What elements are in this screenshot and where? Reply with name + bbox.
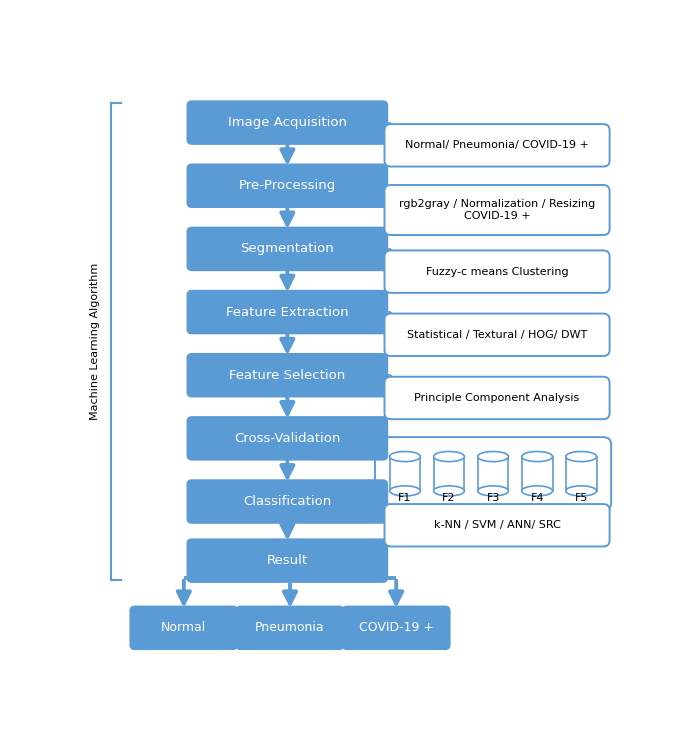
- Text: Pre-Processing: Pre-Processing: [239, 180, 336, 192]
- Ellipse shape: [434, 486, 464, 496]
- Text: Principle Component Analysis: Principle Component Analysis: [414, 393, 580, 403]
- Ellipse shape: [390, 486, 421, 496]
- Text: Fuzzy-c means Clustering: Fuzzy-c means Clustering: [426, 266, 569, 277]
- Text: Normal/ Pneumonia/ COVID-19 +: Normal/ Pneumonia/ COVID-19 +: [405, 141, 589, 150]
- Text: Feature Selection: Feature Selection: [229, 369, 345, 381]
- Ellipse shape: [566, 452, 597, 462]
- FancyBboxPatch shape: [384, 377, 610, 419]
- Ellipse shape: [477, 452, 508, 462]
- Text: Normal: Normal: [161, 622, 206, 634]
- Text: F2: F2: [443, 494, 456, 503]
- FancyBboxPatch shape: [384, 251, 610, 293]
- FancyBboxPatch shape: [188, 417, 387, 459]
- Text: rgb2gray / Normalization / Resizing
COVID-19 +: rgb2gray / Normalization / Resizing COVI…: [399, 199, 595, 221]
- FancyBboxPatch shape: [188, 480, 387, 523]
- FancyBboxPatch shape: [384, 124, 610, 167]
- Text: Classification: Classification: [243, 495, 332, 508]
- Text: k-NN / SVM / ANN/ SRC: k-NN / SVM / ANN/ SRC: [434, 521, 560, 530]
- FancyBboxPatch shape: [384, 313, 610, 356]
- Ellipse shape: [566, 486, 597, 496]
- FancyBboxPatch shape: [375, 437, 611, 510]
- Text: F1: F1: [398, 494, 412, 503]
- Text: Image Acquisition: Image Acquisition: [228, 116, 347, 129]
- Text: F4: F4: [530, 494, 544, 503]
- FancyBboxPatch shape: [188, 102, 387, 144]
- Text: COVID-19 +: COVID-19 +: [359, 622, 434, 634]
- Ellipse shape: [434, 452, 464, 462]
- FancyBboxPatch shape: [384, 185, 610, 235]
- Text: Segmentation: Segmentation: [240, 242, 334, 255]
- Ellipse shape: [522, 486, 553, 496]
- FancyBboxPatch shape: [130, 607, 237, 649]
- Text: F3: F3: [486, 494, 500, 503]
- Text: Feature Extraction: Feature Extraction: [226, 306, 349, 319]
- FancyBboxPatch shape: [342, 607, 449, 649]
- Text: F5: F5: [575, 494, 588, 503]
- Text: Result: Result: [266, 554, 308, 567]
- Text: Cross-Validation: Cross-Validation: [234, 432, 340, 445]
- Ellipse shape: [522, 452, 553, 462]
- Text: Statistical / Textural / HOG/ DWT: Statistical / Textural / HOG/ DWT: [407, 330, 587, 340]
- Ellipse shape: [477, 486, 508, 496]
- Ellipse shape: [390, 452, 421, 462]
- FancyBboxPatch shape: [188, 539, 387, 582]
- Text: Machine Learning Algorithm: Machine Learning Algorithm: [90, 263, 100, 420]
- Text: Pneumonia: Pneumonia: [256, 622, 325, 634]
- FancyBboxPatch shape: [188, 165, 387, 207]
- FancyBboxPatch shape: [188, 291, 387, 334]
- FancyBboxPatch shape: [384, 504, 610, 547]
- FancyBboxPatch shape: [188, 354, 387, 396]
- FancyBboxPatch shape: [188, 227, 387, 270]
- FancyBboxPatch shape: [236, 607, 343, 649]
